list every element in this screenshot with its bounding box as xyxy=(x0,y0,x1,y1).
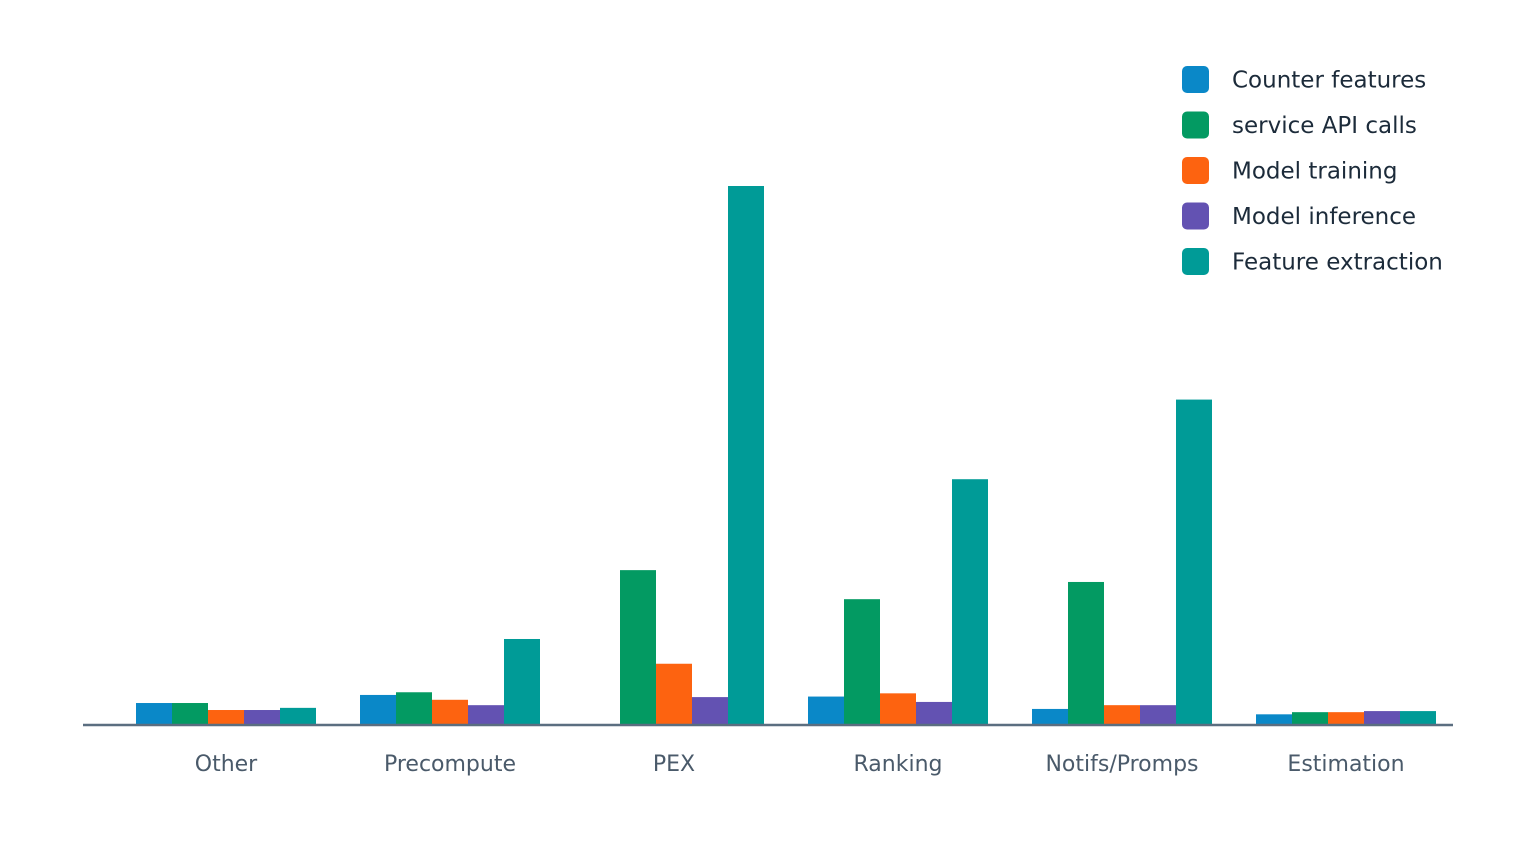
x-tick-label-notifs-promps: Notifs/Promps xyxy=(1045,752,1198,777)
bar-pex-service-api-calls xyxy=(620,570,656,724)
bar-other-feature-extraction xyxy=(280,707,316,724)
legend-swatch-counter-features xyxy=(1182,66,1209,93)
legend-label-model-training: Model training xyxy=(1232,159,1397,185)
bar-other-model-inference xyxy=(244,710,280,724)
bar-ranking-counter-features xyxy=(808,696,844,724)
x-tick-label-estimation: Estimation xyxy=(1287,752,1404,777)
x-tick-label-other: Other xyxy=(195,752,258,777)
bar-pex-model-inference xyxy=(692,697,728,724)
legend-label-feature-extraction: Feature extraction xyxy=(1232,250,1443,276)
bar-pex-feature-extraction xyxy=(728,186,764,724)
legend-swatch-model-inference xyxy=(1182,202,1209,230)
x-tick-label-pex: PEX xyxy=(653,752,695,777)
x-tick-label-ranking: Ranking xyxy=(854,752,943,777)
bar-ranking-service-api-calls xyxy=(844,599,880,724)
legend-label-model-inference: Model inference xyxy=(1232,204,1416,230)
legend-swatch-service-api-calls xyxy=(1182,111,1209,139)
bar-notifs-promps-model-training xyxy=(1104,705,1140,724)
bar-precompute-model-training xyxy=(432,699,468,724)
bar-estimation-model-inference xyxy=(1364,711,1400,724)
bar-precompute-service-api-calls xyxy=(396,692,432,724)
bar-estimation-model-training xyxy=(1328,712,1364,724)
x-tick-labels: Other Precompute PEX Ranking Notifs/Promps Es… xyxy=(195,752,1405,777)
bar-other-service-api-calls xyxy=(172,703,208,724)
legend-swatch-feature-extraction xyxy=(1182,248,1209,275)
legend-swatch-model-training xyxy=(1182,157,1209,184)
bar-estimation-service-api-calls xyxy=(1292,712,1328,724)
x-tick-label-precompute: Precompute xyxy=(384,752,516,777)
legend-label-service-api-calls: service API calls xyxy=(1232,113,1417,139)
bar-precompute-feature-extraction xyxy=(504,638,540,724)
bar-other-counter-features xyxy=(136,703,172,724)
bar-precompute-counter-features xyxy=(360,694,396,724)
bar-estimation-feature-extraction xyxy=(1400,711,1436,724)
bar-notifs-promps-model-inference xyxy=(1140,705,1176,724)
bar-ranking-model-training xyxy=(880,693,916,724)
bar-other-model-training xyxy=(208,710,244,724)
legend: Counter features service API calls Model t… xyxy=(1182,66,1443,276)
bars-group xyxy=(136,186,1436,724)
bar-estimation-counter-features xyxy=(1256,714,1292,724)
bar-notifs-promps-service-api-calls xyxy=(1068,581,1104,724)
bar-ranking-feature-extraction xyxy=(952,479,988,724)
bar-notifs-promps-counter-features xyxy=(1032,708,1068,724)
bar-notifs-promps-feature-extraction xyxy=(1176,399,1212,724)
bar-ranking-model-inference xyxy=(916,701,952,724)
legend-label-counter-features: Counter features xyxy=(1232,68,1426,94)
bar-pex-model-training xyxy=(656,663,692,724)
bar-precompute-model-inference xyxy=(468,705,504,724)
